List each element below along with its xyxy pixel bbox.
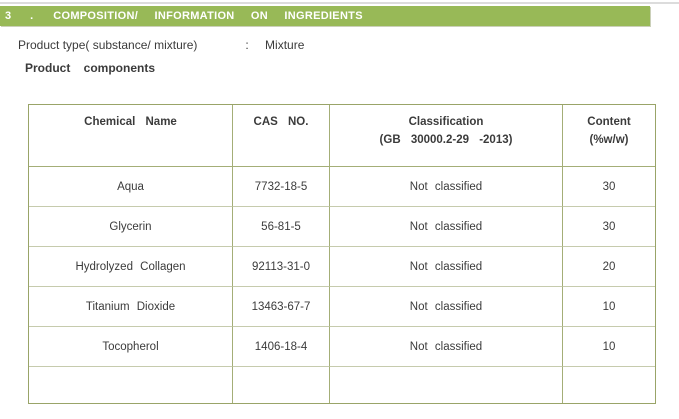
cell-cas-no bbox=[233, 367, 330, 403]
cell-cas-no: 56-81-5 bbox=[233, 207, 330, 247]
cell-content: 10 bbox=[563, 287, 655, 327]
column-header-cas-no-label: CAS NO. bbox=[253, 116, 309, 128]
top-divider-rule bbox=[0, 2, 679, 4]
column-header-chemical-name-label: Chemical Name bbox=[84, 116, 177, 128]
product-type-value: Mixture bbox=[265, 38, 305, 52]
table-row: Hydrolyzed Collagen 92113-31-0 Not class… bbox=[29, 247, 655, 287]
section-header-bar: 3 . COMPOSITION/ INFORMATION ON INGREDIE… bbox=[0, 6, 650, 26]
cell-classification: Not classified bbox=[330, 247, 563, 287]
product-type-label: Product type( substance/ mixture) bbox=[18, 38, 198, 52]
cell-classification: Not classified bbox=[330, 287, 563, 327]
column-header-content-line1: Content bbox=[587, 116, 631, 128]
column-header-content-line2: (%w/w) bbox=[589, 133, 629, 146]
cell-chemical-name: Glycerin bbox=[29, 207, 233, 247]
section-title: COMPOSITION/ INFORMATION ON INGREDIENTS bbox=[53, 10, 363, 22]
cell-classification: Not classified bbox=[330, 167, 563, 207]
cell-classification bbox=[330, 367, 563, 403]
cell-chemical-name: Titanium Dioxide bbox=[29, 287, 233, 327]
column-header-content: Content (%w/w) bbox=[563, 105, 655, 167]
product-type-colon: : bbox=[245, 38, 249, 52]
column-header-cas-no: CAS NO. bbox=[233, 105, 330, 167]
cell-cas-no: 13463-67-7 bbox=[233, 287, 330, 327]
cell-cas-no: 1406-18-4 bbox=[233, 327, 330, 367]
table-row: Aqua 7732-18-5 Not classified 30 bbox=[29, 167, 655, 207]
cell-content: 20 bbox=[563, 247, 655, 287]
cell-cas-no: 92113-31-0 bbox=[233, 247, 330, 287]
ingredients-table-header: Chemical Name CAS NO. Classification (GB… bbox=[29, 105, 655, 167]
cell-chemical-name bbox=[29, 367, 233, 403]
cell-content bbox=[563, 367, 655, 403]
cell-content: 30 bbox=[563, 207, 655, 247]
product-type-row: Product type( substance/ mixture) : Mixt… bbox=[18, 38, 304, 52]
column-header-classification: Classification (GB 30000.2-29 -2013) bbox=[330, 105, 563, 167]
table-row: Tocopherol 1406-18-4 Not classified 10 bbox=[29, 327, 655, 367]
cell-chemical-name: Hydrolyzed Collagen bbox=[29, 247, 233, 287]
column-header-chemical-name: Chemical Name bbox=[29, 105, 233, 167]
cell-chemical-name: Tocopherol bbox=[29, 327, 233, 367]
column-header-classification-line1: Classification bbox=[408, 116, 484, 128]
table-row: Titanium Dioxide 13463-67-7 Not classifi… bbox=[29, 287, 655, 327]
cell-content: 30 bbox=[563, 167, 655, 207]
cell-classification: Not classified bbox=[330, 207, 563, 247]
cell-cas-no: 7732-18-5 bbox=[233, 167, 330, 207]
table-row: Glycerin 56-81-5 Not classified 30 bbox=[29, 207, 655, 247]
ingredients-table-body: Aqua 7732-18-5 Not classified 30 Glyceri… bbox=[29, 167, 655, 403]
ingredients-table: Chemical Name CAS NO. Classification (GB… bbox=[28, 104, 656, 404]
header-row: Chemical Name CAS NO. Classification (GB… bbox=[29, 105, 655, 167]
product-components-heading: Product components bbox=[25, 61, 156, 75]
cell-content: 10 bbox=[563, 327, 655, 367]
cell-classification: Not classified bbox=[330, 327, 563, 367]
cell-chemical-name: Aqua bbox=[29, 167, 233, 207]
table-row-empty bbox=[29, 367, 655, 403]
section-number: 3 . bbox=[5, 10, 34, 22]
column-header-classification-line2: (GB 30000.2-29 -2013) bbox=[379, 133, 513, 146]
